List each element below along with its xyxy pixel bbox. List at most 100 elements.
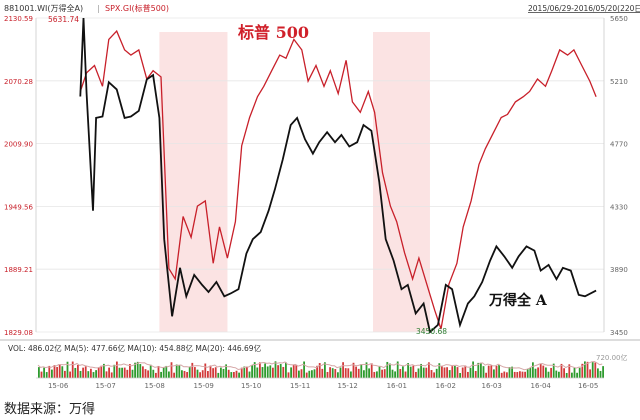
right-axis-ticks: 5650 5210 4770 4330 3890 3450	[610, 15, 628, 337]
volume-bar	[578, 367, 581, 378]
volume-bar	[266, 366, 269, 378]
volume-bar	[38, 367, 40, 378]
right-tick-label: 4330	[610, 203, 628, 211]
x-tick-label: 15-09	[194, 382, 214, 390]
volume-bar	[581, 363, 584, 378]
volume-bar	[425, 367, 428, 378]
volume-bar	[396, 361, 399, 378]
volume-bar	[43, 367, 45, 378]
volume-bar	[370, 363, 373, 378]
header-left-series: 881001.WI(万得全A)	[4, 3, 83, 13]
volume-bar	[235, 370, 238, 378]
volume-bar	[264, 363, 266, 378]
volume-bar	[126, 369, 129, 378]
volume-bar	[602, 366, 604, 378]
volume-bar	[329, 367, 331, 378]
volume-bar	[363, 370, 365, 378]
left-tick-label: 1829.08	[4, 329, 33, 337]
series-line-wind	[79, 17, 597, 334]
volume-bar	[524, 371, 526, 378]
volume-bar	[87, 371, 90, 378]
volume-bar	[313, 369, 316, 378]
volume-bar	[100, 365, 103, 378]
volume-bar	[521, 371, 524, 378]
volume-bar	[97, 367, 100, 378]
volume-bar	[311, 370, 313, 378]
volume-bar	[344, 368, 347, 378]
x-tick-label: 16-04	[531, 382, 552, 390]
volume-bar	[477, 362, 480, 378]
volume-bar	[321, 368, 324, 378]
volume-bar	[495, 365, 498, 378]
volume-bar	[113, 364, 116, 378]
volume-bar	[253, 362, 256, 378]
volume-bar	[446, 367, 448, 378]
left-tick-label: 2130.59	[4, 15, 33, 23]
volume-bar	[225, 364, 227, 378]
volume-bar	[227, 369, 230, 378]
volume-bar	[108, 367, 110, 378]
x-tick-label: 16-02	[436, 382, 456, 390]
volume-bar	[66, 361, 69, 378]
volume-bar	[173, 372, 175, 378]
volume-bar	[547, 371, 550, 378]
header-right-series: SPX.GI(标普500)	[105, 3, 169, 13]
volume-bar	[428, 362, 430, 378]
volume-bar	[92, 372, 95, 378]
volume-bar	[365, 362, 368, 378]
source-note: 数据来源：万得	[4, 402, 96, 417]
volume-bar	[274, 361, 277, 378]
volume-bar	[222, 368, 225, 378]
volume-bar	[591, 362, 594, 378]
x-tick-label: 16-03	[481, 382, 501, 390]
volume-bar	[451, 366, 454, 378]
volume-bar	[545, 367, 547, 378]
volume-bar	[503, 371, 506, 378]
volume-bar	[326, 371, 329, 378]
shaded-periods	[159, 32, 430, 332]
volume-bar	[539, 363, 542, 378]
volume-bar	[168, 371, 170, 378]
volume-bar	[464, 365, 467, 378]
volume-bar	[170, 362, 173, 378]
volume-bar	[103, 363, 105, 378]
volume-bars	[36, 361, 604, 379]
x-tick-label: 16-05	[578, 382, 598, 390]
volume-bar	[555, 370, 558, 378]
volume-bar	[565, 372, 568, 378]
volume-bar	[417, 368, 420, 378]
volume-bar	[165, 365, 168, 378]
volume-bar	[516, 372, 519, 378]
volume-bar	[508, 367, 511, 378]
volume-bar	[594, 362, 597, 378]
volume-bar	[209, 365, 212, 378]
right-tick-label: 5650	[610, 15, 628, 23]
volume-bar	[220, 367, 222, 378]
volume-bar	[576, 372, 578, 378]
volume-bar	[337, 372, 339, 378]
shaded-period-2	[373, 32, 430, 332]
volume-bar	[443, 367, 446, 378]
annotation-max-label: 5631.74	[48, 15, 79, 24]
right-tick-label: 5210	[610, 78, 628, 86]
volume-bar	[474, 370, 477, 378]
volume-bar	[71, 361, 74, 378]
volume-bar	[199, 372, 201, 378]
volume-bar	[438, 363, 441, 378]
volume-bar	[162, 367, 165, 378]
volume-bar	[246, 366, 248, 378]
volume-bar	[550, 367, 552, 378]
volume-bar	[116, 361, 118, 378]
volume-bar	[368, 368, 370, 378]
volume-bar	[191, 362, 194, 378]
volume-bar	[552, 363, 555, 378]
volume-bar	[420, 363, 422, 378]
volume-info-text: VOL: 486.02亿 MA(5): 477.66亿 MA(10): 454.…	[8, 343, 262, 353]
x-tick-label: 15-11	[290, 382, 310, 390]
x-tick-label: 15-10	[241, 382, 261, 390]
volume-bar	[563, 368, 565, 378]
volume-bar	[295, 364, 298, 378]
right-tick-label: 4770	[610, 141, 628, 149]
volume-bar	[381, 369, 383, 378]
x-tick-label: 16-01	[387, 382, 407, 390]
